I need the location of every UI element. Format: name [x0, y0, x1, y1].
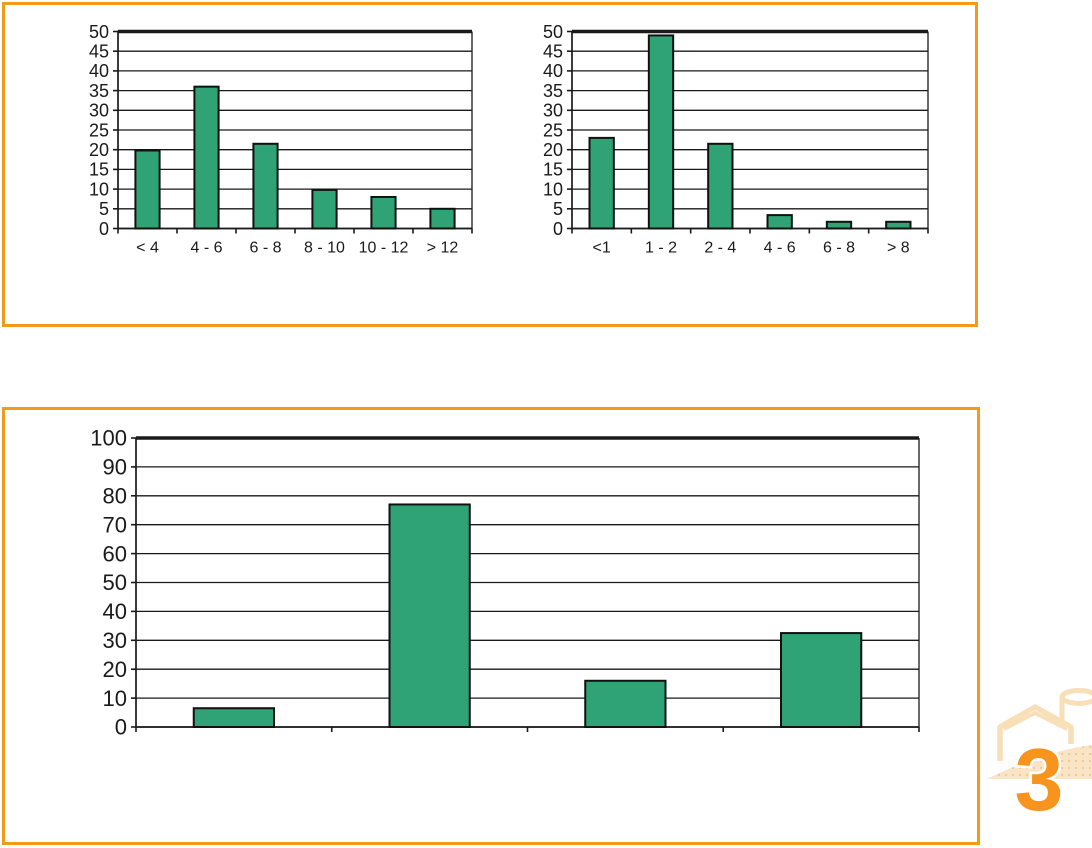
- histograms-panel-top: [2, 2, 978, 327]
- bar: [779, 632, 863, 728]
- x-category-label: 1 - 2: [645, 240, 677, 257]
- chapter-logo: 3: [987, 688, 1092, 832]
- bar: [647, 34, 675, 230]
- chapter-number: 3: [1015, 730, 1064, 829]
- y-tick-label: 20: [103, 657, 127, 682]
- bar: [885, 220, 912, 230]
- y-tick-label: 25: [89, 120, 109, 140]
- silo-icon: [1059, 688, 1092, 722]
- y-tick-label: 50: [89, 22, 109, 42]
- y-tick-label: 15: [89, 160, 109, 180]
- x-category-label: 2 - 4: [704, 240, 736, 257]
- x-category-label: 10 - 12: [359, 240, 409, 257]
- y-tick-label: 40: [89, 61, 109, 81]
- y-tick-label: 50: [543, 22, 563, 42]
- bar: [134, 149, 161, 230]
- y-tick-label: 35: [543, 81, 563, 101]
- y-tick-label: 30: [543, 101, 563, 121]
- y-tick-label: 0: [99, 219, 109, 239]
- y-tick-label: 45: [543, 42, 563, 62]
- y-tick-label: 45: [89, 42, 109, 62]
- y-tick-label: 40: [103, 599, 127, 624]
- y-tick-label: 80: [103, 484, 127, 509]
- y-tick-label: 5: [99, 199, 109, 219]
- y-tick-label: 100: [90, 426, 127, 451]
- x-category-label: > 12: [427, 240, 459, 257]
- x-category-label: 6 - 8: [823, 240, 855, 257]
- bar: [588, 136, 615, 230]
- y-tick-label: 5: [553, 199, 563, 219]
- y-tick-label: 30: [103, 628, 127, 653]
- y-tick-label: 25: [543, 120, 563, 140]
- x-category-label: < 4: [136, 240, 159, 257]
- bar: [766, 214, 793, 230]
- bar: [584, 679, 667, 729]
- barn-icon: [997, 704, 1074, 761]
- y-tick-label: 20: [89, 140, 109, 160]
- y-tick-label: 10: [543, 179, 563, 199]
- y-tick-label: 0: [553, 219, 563, 239]
- y-tick-label: 20: [543, 140, 563, 160]
- histogram-panel-bottom: [2, 407, 980, 845]
- bar: [252, 142, 279, 230]
- bar: [707, 142, 734, 230]
- x-category-label: > 8: [887, 240, 910, 257]
- bar: [192, 707, 276, 728]
- y-tick-label: 35: [89, 81, 109, 101]
- y-tick-label: 0: [115, 715, 127, 740]
- y-tick-label: 40: [543, 61, 563, 81]
- bar: [429, 207, 456, 230]
- y-tick-label: 30: [89, 101, 109, 121]
- bar: [825, 220, 853, 230]
- y-tick-label: 10: [103, 686, 127, 711]
- y-tick-label: 15: [543, 160, 563, 180]
- y-tick-label: 90: [103, 455, 127, 480]
- bar: [388, 503, 471, 728]
- x-category-label: <1: [593, 240, 611, 257]
- bar: [193, 85, 220, 230]
- y-tick-label: 70: [103, 512, 127, 537]
- bar-chart-bottom: 0 10 20 30 40 50 60 70 80 90 100: [90, 426, 920, 740]
- bar: [311, 188, 338, 230]
- bar: [370, 195, 397, 230]
- x-category-label: 8 - 10: [304, 240, 345, 257]
- x-category-label: 4 - 6: [190, 240, 222, 257]
- x-category-label: 4 - 6: [764, 240, 796, 257]
- y-tick-label: 60: [103, 541, 127, 566]
- y-tick-label: 10: [89, 179, 109, 199]
- y-tick-label: 50: [103, 570, 127, 595]
- hill-shape: [987, 745, 1092, 779]
- x-category-label: 6 - 8: [249, 240, 281, 257]
